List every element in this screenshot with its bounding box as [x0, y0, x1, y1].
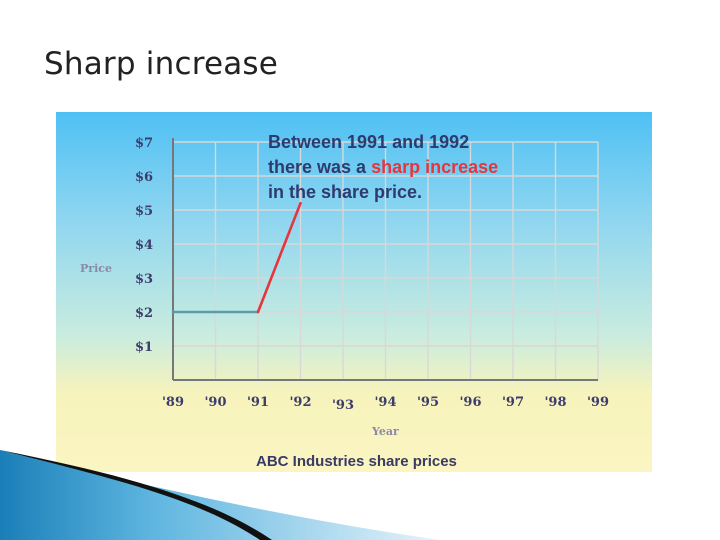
y-tick-label: $6 — [135, 170, 153, 185]
y-tick-label: $7 — [135, 136, 153, 151]
chart-axes — [172, 138, 598, 381]
x-tick-label: '93 — [332, 398, 354, 413]
x-tick-labels: '89 '90 '91 '92 '93 '94 '95 '96 '97 '98 '99 — [162, 395, 609, 413]
chart-grid — [172, 141, 599, 380]
annotation-line-2-text: there was a — [268, 157, 371, 177]
x-tick-label: '95 — [417, 395, 439, 410]
annotation-line-1: Between 1991 and 1992 — [268, 132, 469, 152]
x-tick-label: '94 — [374, 395, 396, 410]
x-tick-label: '90 — [204, 395, 226, 410]
annotation-line-2: there was a sharp increase — [268, 157, 498, 177]
slide-title: Sharp increase — [44, 46, 279, 82]
chart-panel: $1 $2 $3 $4 $5 $6 $7 '89'90'91'92'93'94'95'96 '… — [56, 112, 652, 472]
y-tick-label: $3 — [135, 272, 153, 287]
x-tick-label: '91 — [247, 395, 269, 410]
annotation-highlight: sharp increase — [371, 157, 498, 177]
y-tick-label: $1 — [135, 340, 153, 355]
x-tick-label: '98 — [544, 395, 566, 410]
chart-series — [171, 201, 302, 314]
annotation-line-3: in the share price. — [268, 182, 422, 202]
line-chart: $1$2$3$4$5$6$7 '89'90'91'92'93'94'95'96 '… — [80, 132, 609, 470]
x-axis-label: Year — [371, 425, 399, 438]
chart-caption: ABC Industries share prices — [256, 453, 457, 470]
y-tick-label: $5 — [135, 204, 153, 219]
decorative-swoosh — [0, 450, 440, 540]
chart-annotation: Between 1991 and 1992 there was a sharp … — [268, 132, 498, 202]
y-tick-labels: $1 $2 $3 $4 $5 $6 $7 — [135, 136, 153, 355]
x-tick-label: '97 — [502, 395, 524, 410]
x-tick-label: '92 — [289, 395, 311, 410]
swoosh-blue-band — [0, 450, 440, 540]
y-tick-label: $2 — [135, 306, 153, 321]
x-tick-label: '96 — [459, 395, 481, 410]
y-tick-label: $4 — [135, 238, 153, 253]
x-tick-label: '89 — [162, 395, 184, 410]
y-axis-label: Price — [80, 262, 112, 275]
x-tick-label: '99 — [587, 395, 609, 410]
series-line-rise — [256, 201, 302, 314]
